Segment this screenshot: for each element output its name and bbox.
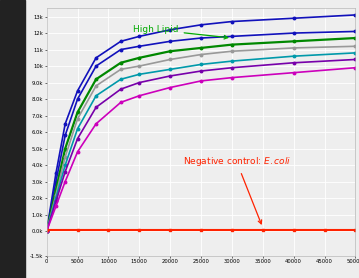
Text: High Lipid: High Lipid (133, 25, 228, 39)
Text: Negative control: $\it{E. coli}$: Negative control: $\it{E. coli}$ (182, 155, 291, 224)
